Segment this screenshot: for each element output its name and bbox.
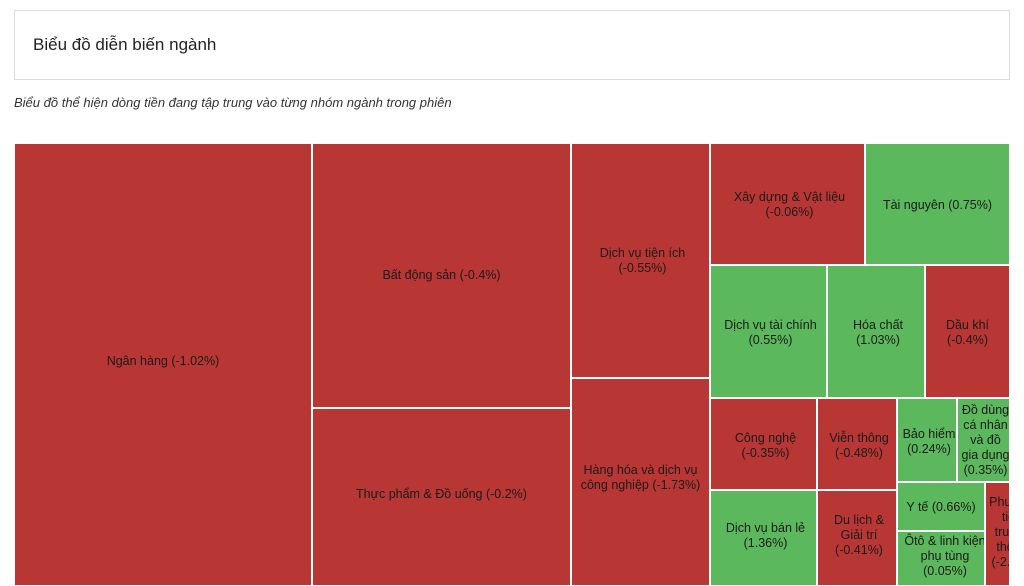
treemap-tile-label: Phương tiện truyền thông (-2.3%) (989, 495, 1010, 569)
treemap-tile-label: Hóa chất (1.03%) (852, 318, 904, 347)
treemap-tile-label: Ngân hàng (-1.02%) (106, 354, 220, 368)
treemap-tile-label: Dịch vụ tài chính (0.55%) (724, 318, 817, 347)
page-title: Biểu đồ diễn biến ngành (33, 35, 217, 54)
treemap-tile[interactable]: Du lịch & Giải trí (-0.41%) (817, 490, 897, 586)
treemap-tile[interactable]: Y tế (0.66%) (897, 482, 985, 531)
treemap-tile[interactable]: Dịch vụ tài chính (0.55%) (710, 265, 827, 398)
treemap-tile-label: Ôtô & linh kiện phụ tùng (0.05%) (904, 534, 985, 578)
treemap-tile-label: Dầu khí (-0.4%) (945, 318, 990, 347)
treemap-tile-label: Y tế (0.66%) (906, 500, 976, 514)
chart-description: Biểu đồ thể hiện dòng tiền đang tập trun… (14, 95, 452, 110)
treemap-tile-label: Dịch vụ tiện ích (-0.55%) (599, 246, 686, 275)
treemap-tile[interactable]: Bảo hiểm (0.24%) (897, 398, 957, 482)
treemap-tile[interactable]: Viễn thông (-0.48%) (817, 398, 897, 490)
treemap-tile[interactable]: Xây dựng & Vật liệu (-0.06%) (710, 143, 865, 265)
treemap-tile[interactable]: Tài nguyên (0.75%) (865, 143, 1010, 265)
treemap-tile-label: Bất động sản (-0.4%) (382, 268, 501, 282)
treemap-tile-label: Xây dựng & Vật liệu (-0.06%) (733, 190, 846, 219)
sector-treemap: Ngân hàng (-1.02%) Bất động sản (-0.4%) Th… (14, 143, 1010, 586)
treemap-tile[interactable]: Đồ dùng cá nhân và đồ gia dụng (0.35%) (957, 398, 1010, 482)
treemap-tile[interactable]: Dầu khí (-0.4%) (925, 265, 1010, 398)
treemap-tile[interactable]: Hàng hóa và dịch vụ công nghiệp (-1.73%) (571, 378, 710, 586)
treemap-tile-label: Du lịch & Giải trí (-0.41%) (833, 513, 885, 557)
treemap-tile[interactable]: Dịch vụ tiện ích (-0.55%) (571, 143, 710, 378)
treemap-tile-label: Viễn thông (-0.48%) (829, 431, 889, 460)
treemap-tile-label: Bảo hiểm (0.24%) (902, 427, 956, 456)
treemap-tile-label: Tài nguyên (0.75%) (882, 198, 993, 212)
treemap-tile-label: Hàng hóa và dịch vụ công nghiệp (-1.73%) (580, 463, 701, 492)
treemap-tile[interactable]: Hóa chất (1.03%) (827, 265, 925, 398)
treemap-tile[interactable]: Phương tiện truyền thông (-2.3%) (985, 482, 1010, 586)
treemap-tile-label: Công nghệ (-0.35%) (734, 431, 797, 460)
chart-header-card: Biểu đồ diễn biến ngành (14, 10, 1010, 80)
treemap-tile[interactable]: Thực phẩm & Đồ uống (-0.2%) (312, 408, 571, 586)
treemap-tile-label: Đồ dùng cá nhân và đồ gia dụng (0.35%) (961, 403, 1010, 477)
treemap-tile[interactable]: Dịch vụ bán lẻ (1.36%) (710, 490, 817, 586)
treemap-tile[interactable]: Ôtô & linh kiện phụ tùng (0.05%) (897, 531, 985, 586)
treemap-tile-label: Dịch vụ bán lẻ (1.36%) (725, 521, 806, 550)
treemap-tile[interactable]: Bất động sản (-0.4%) (312, 143, 571, 408)
treemap-tile-label: Thực phẩm & Đồ uống (-0.2%) (356, 487, 527, 501)
treemap-tile[interactable]: Công nghệ (-0.35%) (710, 398, 817, 490)
treemap-tile[interactable]: Ngân hàng (-1.02%) (14, 143, 312, 586)
